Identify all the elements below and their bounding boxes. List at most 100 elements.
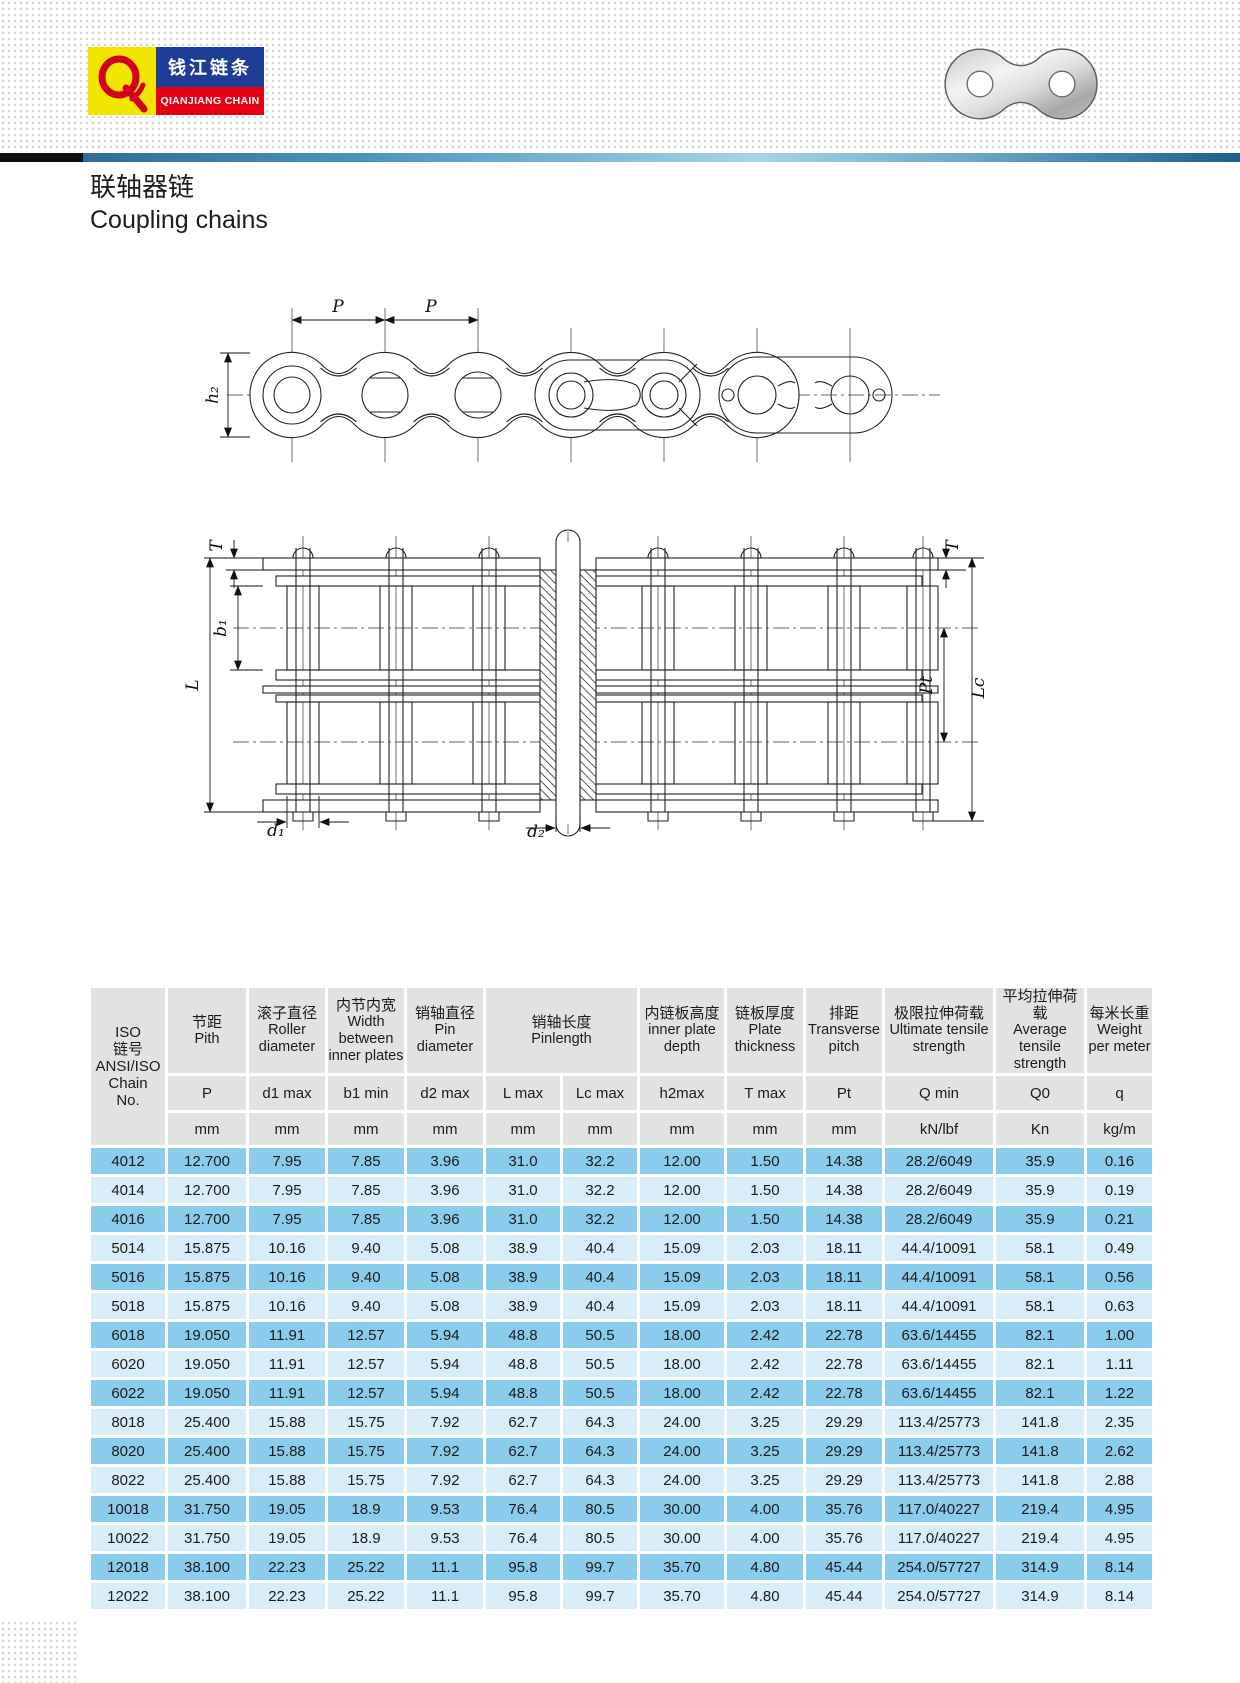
table-cell: 5016 xyxy=(91,1264,165,1290)
table-row: 4014 12.700 7.95 7.85 3.96 31.0 32.2 12.00 1.50 1… xyxy=(91,1177,1152,1203)
table-cell: 38.100 xyxy=(168,1583,246,1609)
table-cell: 35.9 xyxy=(996,1177,1084,1203)
table-cell: 28.2/6049 xyxy=(885,1177,993,1203)
table-cell: 50.5 xyxy=(563,1351,637,1377)
table-cell: 113.4/25773 xyxy=(885,1438,993,1464)
table-cell: 19.05 xyxy=(249,1525,325,1551)
table-cell: 117.0/40227 xyxy=(885,1525,993,1551)
dim-label-d1: d₁ xyxy=(267,821,285,838)
table-cell: 50.5 xyxy=(563,1322,637,1348)
table-cell: 7.85 xyxy=(328,1206,404,1232)
table-cell: 141.8 xyxy=(996,1409,1084,1435)
table-cell: 0.16 xyxy=(1087,1148,1152,1174)
table-cell: 32.2 xyxy=(563,1177,637,1203)
table-cell: 8022 xyxy=(91,1467,165,1493)
symbol-cell: b1 min xyxy=(328,1076,404,1110)
table-cell: 30.00 xyxy=(640,1525,724,1551)
table-cell: 64.3 xyxy=(563,1409,637,1435)
table-cell: 4.80 xyxy=(727,1554,803,1580)
column-header-transverse-pitch: 排距 Transverse pitch xyxy=(806,988,882,1073)
column-header-pin-length: 销轴长度 Pinlength xyxy=(486,988,637,1073)
table-cell: 15.75 xyxy=(328,1467,404,1493)
table-cell: 18.00 xyxy=(640,1380,724,1406)
coupling-bushing-right xyxy=(579,569,597,801)
table-cell: 8.14 xyxy=(1087,1583,1152,1609)
table-cell: 18.9 xyxy=(328,1496,404,1522)
table-cell: 82.1 xyxy=(996,1322,1084,1348)
table-cell: 62.7 xyxy=(486,1409,560,1435)
table-cell: 2.03 xyxy=(727,1264,803,1290)
table-cell: 80.5 xyxy=(563,1525,637,1551)
brand-name-en: QIANJIANG CHAIN xyxy=(156,87,264,115)
dim-label-lc: Lc xyxy=(969,677,989,699)
table-cell: 6022 xyxy=(91,1380,165,1406)
table-row: 5014 15.875 10.16 9.40 5.08 38.9 40.4 15.09 2.03… xyxy=(91,1235,1152,1261)
table-cell: 5018 xyxy=(91,1293,165,1319)
table-cell: 2.88 xyxy=(1087,1467,1152,1493)
table-cell: 8.14 xyxy=(1087,1554,1152,1580)
logo-monogram-icon xyxy=(88,47,156,115)
table-cell: 10.16 xyxy=(249,1293,325,1319)
footer-dotted-block xyxy=(0,1620,79,1683)
table-cell: 314.9 xyxy=(996,1583,1084,1609)
symbol-cell: Pt xyxy=(806,1076,882,1110)
table-cell: 35.9 xyxy=(996,1148,1084,1174)
table-cell: 12018 xyxy=(91,1554,165,1580)
dim-label-pt: Pt xyxy=(917,676,937,695)
table-cell: 64.3 xyxy=(563,1438,637,1464)
table-cell: 12.700 xyxy=(168,1148,246,1174)
table-cell: 3.25 xyxy=(727,1438,803,1464)
table-cell: 25.22 xyxy=(328,1554,404,1580)
table-cell: 11.1 xyxy=(407,1554,483,1580)
table-cell: 11.91 xyxy=(249,1380,325,1406)
coupling-bushing-left xyxy=(539,569,557,801)
table-cell: 50.5 xyxy=(563,1380,637,1406)
table-cell: 38.9 xyxy=(486,1293,560,1319)
dim-label-l: L xyxy=(183,679,203,691)
column-header-plate-depth: 内链板高度 inner plate depth xyxy=(640,988,724,1073)
units-row: mm mm mm mm mm mm mm mm mm kN/lbf Kn kg/m xyxy=(91,1113,1152,1145)
table-cell: 1.50 xyxy=(727,1206,803,1232)
column-header-roller-diameter: 滚子直径 Roller diameter xyxy=(249,988,325,1073)
unit-cell: mm xyxy=(806,1113,882,1145)
dim-label-d2: d₂ xyxy=(527,822,545,838)
table-cell: 9.40 xyxy=(328,1235,404,1261)
table-cell: 9.40 xyxy=(328,1293,404,1319)
table-cell: 15.88 xyxy=(249,1438,325,1464)
table-cell: 314.9 xyxy=(996,1554,1084,1580)
table-body: 4012 12.700 7.95 7.85 3.96 31.0 32.2 12.00 1.50 1… xyxy=(91,1148,1152,1609)
table-cell: 64.3 xyxy=(563,1467,637,1493)
symbol-cell: T max xyxy=(727,1076,803,1110)
table-row: 6022 19.050 11.91 12.57 5.94 48.8 50.5 18.00 2.4… xyxy=(91,1380,1152,1406)
table-cell: 1.50 xyxy=(727,1148,803,1174)
table-cell: 11.91 xyxy=(249,1351,325,1377)
table-cell: 19.05 xyxy=(249,1496,325,1522)
table-cell: 4.00 xyxy=(727,1525,803,1551)
table-cell: 0.49 xyxy=(1087,1235,1152,1261)
unit-cell: mm xyxy=(249,1113,325,1145)
table-row: 12018 38.100 22.23 25.22 11.1 95.8 99.7 35.70 4.… xyxy=(91,1554,1152,1580)
table-cell: 1.00 xyxy=(1087,1322,1152,1348)
table-cell: 18.11 xyxy=(806,1293,882,1319)
table-cell: 18.11 xyxy=(806,1235,882,1261)
symbol-cell: L max xyxy=(486,1076,560,1110)
unit-cell: mm xyxy=(640,1113,724,1145)
table-cell: 2.42 xyxy=(727,1322,803,1348)
table-cell: 5.94 xyxy=(407,1322,483,1348)
table-header: ISO 链号 ANSI/ISO Chain No. 节距 Pith 滚子直径 R… xyxy=(91,988,1152,1145)
table-cell: 19.050 xyxy=(168,1351,246,1377)
unit-cell: kg/m xyxy=(1087,1113,1152,1145)
table-cell: 40.4 xyxy=(563,1293,637,1319)
table-cell: 7.85 xyxy=(328,1148,404,1174)
table-cell: 7.92 xyxy=(407,1438,483,1464)
column-header-chain-no: ISO 链号 ANSI/ISO Chain No. xyxy=(91,988,165,1145)
table-cell: 22.78 xyxy=(806,1351,882,1377)
symbol-cell: Lc max xyxy=(563,1076,637,1110)
table-cell: 12.700 xyxy=(168,1206,246,1232)
table-cell: 117.0/40227 xyxy=(885,1496,993,1522)
table-cell: 76.4 xyxy=(486,1496,560,1522)
table-cell: 5.08 xyxy=(407,1235,483,1261)
table-cell: 40.4 xyxy=(563,1235,637,1261)
table-cell: 0.56 xyxy=(1087,1264,1152,1290)
